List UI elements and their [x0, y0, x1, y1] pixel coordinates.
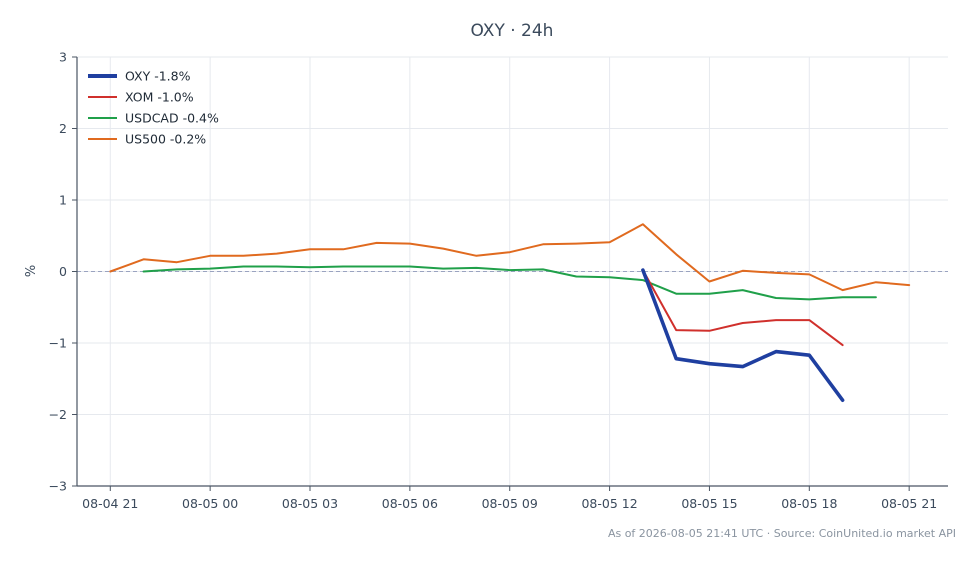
x-tick-label: 08-05 03 [282, 496, 338, 511]
series-line-us500 [109, 223, 911, 292]
y-tick-label: 0 [59, 264, 67, 279]
y-tick-label: 1 [59, 193, 67, 208]
y-tick-label: 2 [59, 121, 67, 136]
legend: OXY -1.8% XOM -1.0% USDCAD -0.4% US500 -0.2… [88, 69, 219, 147]
x-tick-label: 08-05 00 [182, 496, 238, 511]
series-layer [109, 223, 911, 403]
x-tick-label: 08-05 06 [382, 496, 438, 511]
series-line-usdcad [142, 265, 877, 301]
y-tick-label: −2 [49, 407, 67, 422]
legend-label-usdcad: USDCAD -0.4% [125, 111, 219, 126]
y-axis-label: % [24, 265, 39, 277]
footer-source: As of 2026-08-05 21:41 UTC · Source: Coi… [608, 527, 956, 540]
y-tick-label: 3 [59, 50, 67, 65]
legend-label-xom: XOM -1.0% [125, 90, 194, 105]
series-line-xom [641, 269, 844, 347]
x-tick-label: 08-05 18 [781, 496, 837, 511]
x-tick-label: 08-05 12 [581, 496, 637, 511]
x-tick-label: 08-05 15 [681, 496, 737, 511]
series-line-oxy [641, 268, 845, 403]
axes-layer: 3 2 1 0 −1 −2 −3 08-04 21 08-05 00 08-05 03 08-05 … [49, 50, 948, 511]
x-tick-label: 08-05 09 [482, 496, 538, 511]
chart-title: OXY · 24h [471, 21, 554, 41]
legend-label-us500: US500 -0.2% [125, 132, 206, 147]
y-tick-label: −1 [49, 336, 67, 351]
x-tick-label: 08-04 21 [82, 496, 138, 511]
x-tick-label: 08-05 21 [881, 496, 937, 511]
y-tick-label: −3 [49, 479, 67, 494]
legend-label-oxy: OXY -1.8% [125, 69, 191, 84]
